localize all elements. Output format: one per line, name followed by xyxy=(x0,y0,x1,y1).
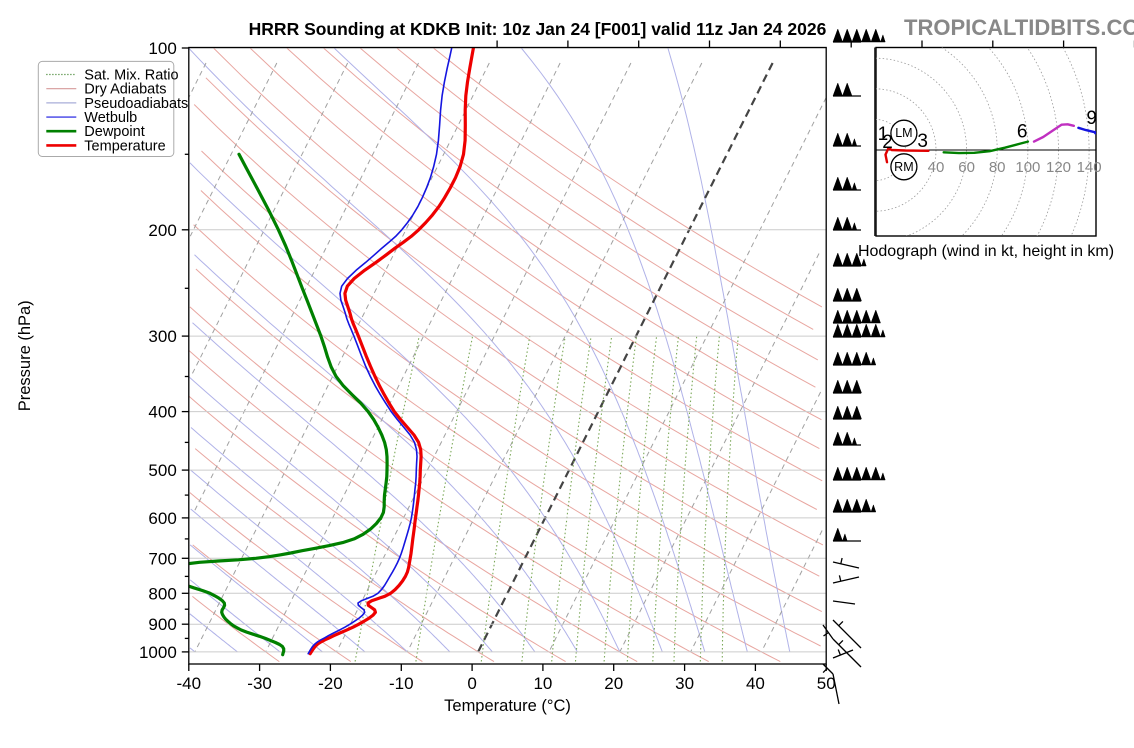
svg-text:50: 50 xyxy=(817,674,836,693)
svg-text:6: 6 xyxy=(1017,122,1028,143)
svg-text:120: 120 xyxy=(1046,159,1071,176)
svg-text:9: 9 xyxy=(1086,108,1097,129)
svg-text:-20: -20 xyxy=(318,674,343,693)
svg-text:-40: -40 xyxy=(177,674,202,693)
svg-text:600: 600 xyxy=(148,509,176,528)
svg-text:3: 3 xyxy=(917,131,928,152)
svg-text:40: 40 xyxy=(928,159,945,176)
svg-text:300: 300 xyxy=(148,327,176,346)
svg-text:-30: -30 xyxy=(247,674,272,693)
svg-text:900: 900 xyxy=(148,615,176,634)
svg-text:TROPICALTIDBITS.COM: TROPICALTIDBITS.COM xyxy=(904,15,1134,40)
svg-text:500: 500 xyxy=(148,461,176,480)
svg-text:400: 400 xyxy=(148,403,176,422)
svg-text:30: 30 xyxy=(675,674,694,693)
svg-text:200: 200 xyxy=(148,221,176,240)
svg-text:LM: LM xyxy=(895,126,912,140)
svg-text:HRRR Sounding at KDKB Init: 10: HRRR Sounding at KDKB Init: 10z Jan 24 [… xyxy=(249,19,827,39)
svg-text:140: 140 xyxy=(1077,159,1102,176)
svg-text:-10: -10 xyxy=(389,674,414,693)
svg-text:700: 700 xyxy=(148,549,176,568)
svg-text:RM: RM xyxy=(894,160,913,174)
svg-text:20: 20 xyxy=(604,674,623,693)
svg-text:Temperature: Temperature xyxy=(84,138,165,154)
svg-text:80: 80 xyxy=(989,159,1006,176)
svg-text:800: 800 xyxy=(148,584,176,603)
svg-text:Hodograph (wind in kt, height: Hodograph (wind in kt, height in km) xyxy=(858,243,1114,260)
svg-text:60: 60 xyxy=(958,159,975,176)
svg-text:10: 10 xyxy=(533,674,552,693)
svg-text:1000: 1000 xyxy=(139,643,177,662)
svg-text:100: 100 xyxy=(148,39,176,58)
svg-text:Pressure (hPa): Pressure (hPa) xyxy=(16,300,34,411)
svg-text:Temperature (°C): Temperature (°C) xyxy=(444,697,571,715)
svg-text:40: 40 xyxy=(746,674,765,693)
svg-text:0: 0 xyxy=(467,674,476,693)
svg-text:100: 100 xyxy=(1015,159,1040,176)
